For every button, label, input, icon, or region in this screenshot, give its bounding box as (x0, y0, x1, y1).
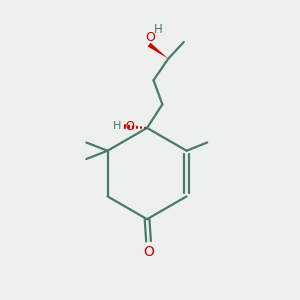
Text: O: O (146, 31, 155, 44)
Text: H: H (154, 23, 162, 36)
Text: ·O: ·O (123, 120, 136, 133)
Text: H: H (113, 122, 122, 131)
Text: O: O (143, 245, 154, 259)
Polygon shape (148, 43, 168, 59)
